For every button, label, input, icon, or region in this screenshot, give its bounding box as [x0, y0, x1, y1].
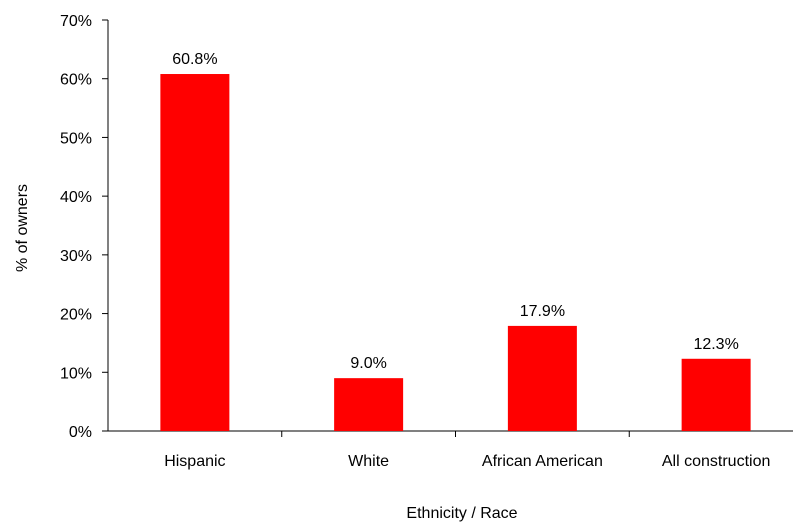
x-axis: Hispanic White African American All constru… — [108, 430, 793, 470]
y-axis: 0% 10% 20% 30% 40% 50% 60% 70% — [60, 13, 109, 441]
x-tick-label: All construction — [662, 453, 771, 470]
data-label: 17.9% — [520, 303, 565, 320]
x-tick-label: White — [348, 453, 389, 470]
x-axis-title: Ethnicity / Race — [406, 505, 517, 522]
bars — [160, 74, 751, 431]
bar — [681, 358, 751, 431]
data-label: 60.8% — [172, 51, 217, 68]
bar — [334, 378, 404, 431]
x-tick-label: African American — [482, 453, 603, 470]
bar — [160, 74, 230, 431]
y-tick-label: 10% — [60, 365, 92, 382]
y-tick-label: 50% — [60, 130, 92, 147]
y-tick-label: 30% — [60, 248, 92, 265]
y-tick-label: 60% — [60, 72, 92, 89]
bar — [507, 325, 577, 431]
y-tick-label: 20% — [60, 307, 92, 324]
x-tick-label: Hispanic — [164, 453, 225, 470]
data-label: 9.0% — [350, 355, 386, 372]
y-tick-label: 0% — [69, 424, 92, 441]
y-axis-title: % of owners — [14, 184, 31, 272]
y-tick-label: 70% — [60, 13, 92, 30]
data-label: 12.3% — [693, 336, 738, 353]
data-labels: 60.8% 9.0% 17.9% 12.3% — [172, 51, 739, 372]
y-tick-label: 40% — [60, 189, 92, 206]
